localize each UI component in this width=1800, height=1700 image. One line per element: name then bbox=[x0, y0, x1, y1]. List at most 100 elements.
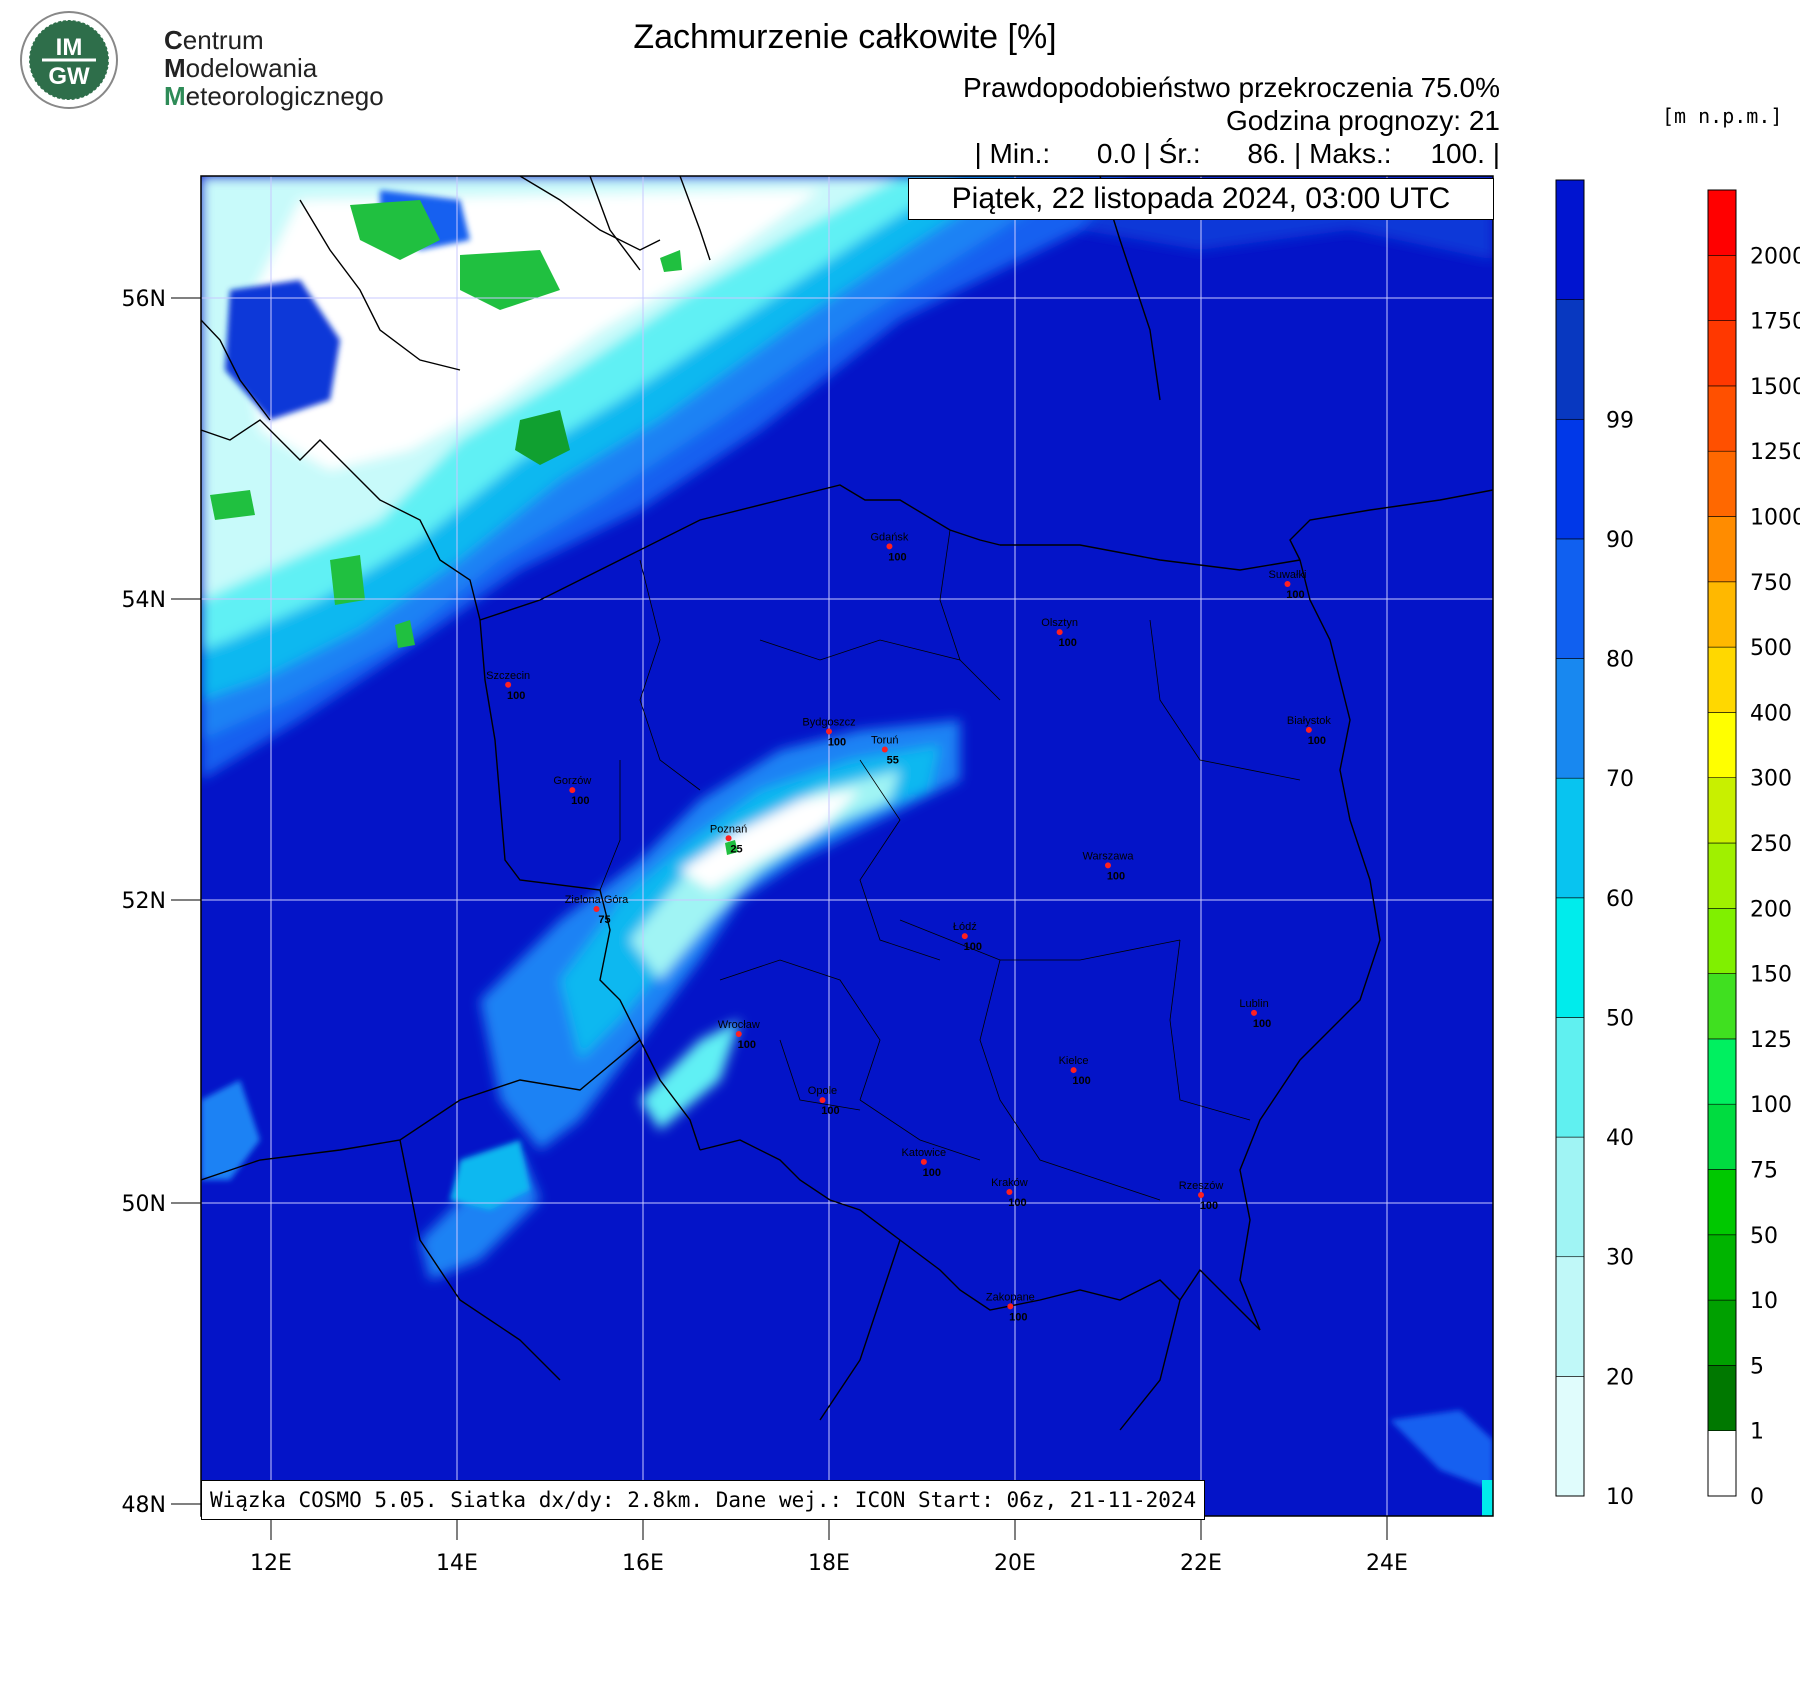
terrain-colorbar-segment bbox=[1707, 255, 1737, 321]
terrain-colorbar-label: 1 bbox=[1750, 1420, 1764, 1445]
terrain-colorbar-segment bbox=[1707, 777, 1737, 844]
lat-label-48: 48N bbox=[122, 1493, 166, 1518]
city-dot bbox=[819, 1097, 826, 1104]
cloud-colorbar-segment bbox=[1555, 538, 1585, 659]
terrain-colorbar-label: 1000 bbox=[1750, 506, 1800, 531]
city-dot bbox=[593, 906, 600, 913]
city-value: 75 bbox=[598, 914, 610, 926]
city-dot bbox=[881, 746, 888, 753]
terrain-colorbar-label: 2000 bbox=[1750, 244, 1800, 269]
terrain-colorbar-segment bbox=[1707, 320, 1737, 387]
terrain-colorbar-label: 125 bbox=[1750, 1028, 1792, 1053]
cloud-colorbar-segment bbox=[1555, 1256, 1585, 1377]
cloud-colorbar-frame bbox=[1555, 179, 1585, 1497]
city-name: Łódź bbox=[953, 921, 977, 933]
city-value: 100 bbox=[923, 1167, 941, 1179]
city-dot bbox=[1198, 1191, 1204, 1198]
probability-text: Prawdopodobieństwo przekroczenia 75.0% bbox=[963, 72, 1500, 103]
city-name: Szczecin bbox=[486, 670, 530, 682]
city-name: Opole bbox=[808, 1085, 837, 1097]
lon-label-14: 14E bbox=[436, 1551, 478, 1576]
city-dot bbox=[1305, 726, 1312, 733]
city-value: 100 bbox=[888, 551, 906, 563]
terrain-patches bbox=[210, 200, 738, 855]
city-value: 100 bbox=[507, 690, 525, 702]
city-name: Kielce bbox=[1059, 1055, 1089, 1067]
city-name: Gorzów bbox=[553, 775, 591, 787]
model-info-footer: Wiązka COSMO 5.05. Siatka dx/dy: 2.8km. … bbox=[201, 1480, 1206, 1520]
terrain-colorbar-segment bbox=[1707, 907, 1737, 974]
city-dot bbox=[886, 543, 893, 550]
city-name: Wrocław bbox=[718, 1019, 760, 1031]
terrain-colorbar-label: 300 bbox=[1750, 767, 1792, 792]
logo-line1-cap: C bbox=[164, 25, 183, 55]
city-name: Lublin bbox=[1239, 998, 1268, 1010]
city-dot bbox=[826, 728, 832, 735]
city-dot bbox=[920, 1158, 927, 1165]
cloud-colorbar-segment bbox=[1555, 658, 1585, 779]
cloud-colorbar-segment bbox=[1555, 1136, 1585, 1258]
lat-label-52: 52N bbox=[122, 889, 166, 914]
forecast-hour-text: Godzina prognozy: 21 bbox=[1226, 105, 1500, 136]
city-value: 100 bbox=[964, 941, 982, 953]
city-name: Warszawa bbox=[1083, 850, 1135, 862]
cloud-colorbar-label: 10 bbox=[1606, 1485, 1634, 1510]
badge-bottom-text: GW bbox=[48, 63, 90, 90]
city-value: 100 bbox=[1072, 1075, 1090, 1087]
city-value: 100 bbox=[1308, 735, 1326, 747]
stats-text: | Min.: 0.0 | Śr.: 86. | Maks.: 100. | bbox=[974, 138, 1500, 169]
badge-top-text: IM bbox=[56, 34, 83, 61]
lon-axis: 12E 14E 16E 18E 20E 22E 24E bbox=[250, 1516, 1408, 1576]
city-dot bbox=[735, 1030, 742, 1037]
imgw-badge-icon: IM GW bbox=[20, 11, 118, 109]
city-dot bbox=[569, 787, 576, 794]
terrain-colorbar-label: 1750 bbox=[1750, 310, 1800, 335]
city-value: 100 bbox=[1253, 1018, 1271, 1030]
city-dot bbox=[961, 933, 968, 940]
logo-line1-rest: entrum bbox=[182, 25, 264, 55]
city-value: 100 bbox=[738, 1039, 756, 1051]
terrain-colorbar-label: 200 bbox=[1750, 897, 1792, 922]
cloud-colorbar-segment bbox=[1555, 1017, 1585, 1138]
city-dot bbox=[1056, 629, 1063, 636]
terrain-colorbar-label: 0 bbox=[1750, 1485, 1764, 1510]
lat-label-54: 54N bbox=[122, 588, 166, 613]
city-value: 100 bbox=[571, 795, 589, 807]
lat-axis: 56N 54N 52N 50N 48N bbox=[122, 287, 201, 1518]
cloud-colorbar-segment bbox=[1555, 897, 1585, 1018]
cloud-colorbar-label: 50 bbox=[1606, 1006, 1634, 1031]
city-value: 100 bbox=[1009, 1311, 1027, 1323]
lon-label-20: 20E bbox=[994, 1551, 1036, 1576]
city-name: Poznań bbox=[710, 823, 747, 835]
terrain-colorbar-segment bbox=[1707, 450, 1737, 517]
city-value: 25 bbox=[730, 843, 742, 855]
lat-label-56: 56N bbox=[122, 287, 166, 312]
cloud-colorbar-label: 80 bbox=[1606, 648, 1634, 673]
terrain-colorbar-segment bbox=[1707, 973, 1737, 1040]
logo-line2-cap: M bbox=[164, 53, 186, 83]
terrain-colorbar-segment bbox=[1707, 1169, 1737, 1236]
cloud-colorbar-label: 99 bbox=[1606, 408, 1634, 433]
terrain-colorbar-label: 1250 bbox=[1750, 440, 1800, 465]
terrain-colorbar-label: 500 bbox=[1750, 636, 1792, 661]
terrain-colorbar-segment bbox=[1707, 516, 1737, 583]
terrain-unit-label: [m n.p.m.] bbox=[1662, 104, 1783, 128]
terrain-colorbar-segment bbox=[1707, 1299, 1737, 1366]
terrain-colorbar-label: 75 bbox=[1750, 1159, 1778, 1184]
city-dot bbox=[505, 681, 512, 688]
cloud-colorbar-label: 90 bbox=[1606, 528, 1634, 553]
borders bbox=[201, 176, 1493, 1431]
city-value: 55 bbox=[887, 755, 899, 767]
cloud-colorbar-segment bbox=[1555, 1376, 1585, 1497]
terrain-colorbar-label: 250 bbox=[1750, 832, 1792, 857]
logo-line3-cap: M bbox=[164, 81, 186, 111]
city-name: Toruń bbox=[871, 735, 899, 747]
lat-label-50: 50N bbox=[122, 1192, 166, 1217]
city-name: Zakopane bbox=[986, 1291, 1035, 1303]
cloud-patch-w bbox=[201, 1080, 260, 1180]
city-name: Bydgoszcz bbox=[802, 716, 855, 728]
lon-label-12: 12E bbox=[250, 1551, 292, 1576]
logo-line3-rest: eteorologicznego bbox=[185, 81, 384, 111]
city-dot bbox=[1284, 580, 1291, 587]
city-name: Rzeszów bbox=[1179, 1180, 1224, 1192]
